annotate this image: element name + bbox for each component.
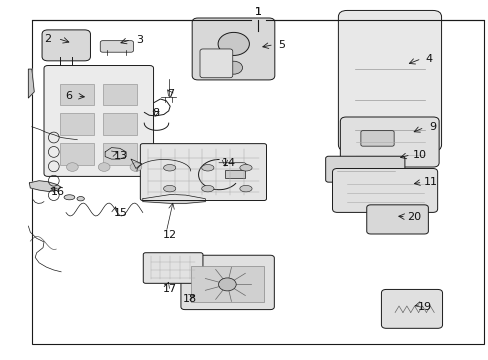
FancyBboxPatch shape xyxy=(143,253,203,283)
Text: 11: 11 xyxy=(424,177,437,187)
Text: 12: 12 xyxy=(163,230,177,240)
Bar xyxy=(60,143,94,165)
Ellipse shape xyxy=(163,165,176,171)
Text: 6: 6 xyxy=(65,91,72,101)
Polygon shape xyxy=(28,69,34,98)
Bar xyxy=(60,84,94,105)
Bar xyxy=(60,113,94,135)
Polygon shape xyxy=(142,194,205,203)
Bar xyxy=(103,84,137,105)
FancyBboxPatch shape xyxy=(360,131,393,146)
Text: 15: 15 xyxy=(114,208,128,218)
Bar xyxy=(190,266,264,302)
FancyBboxPatch shape xyxy=(44,66,153,176)
Ellipse shape xyxy=(201,185,214,192)
Text: 9: 9 xyxy=(428,122,435,132)
Polygon shape xyxy=(105,148,126,159)
Circle shape xyxy=(224,61,242,74)
Text: 2: 2 xyxy=(44,33,51,44)
FancyBboxPatch shape xyxy=(381,289,442,328)
Bar xyxy=(103,143,137,165)
Text: 3: 3 xyxy=(136,35,142,45)
Polygon shape xyxy=(131,159,142,168)
Circle shape xyxy=(218,278,236,291)
Text: 1: 1 xyxy=(254,7,261,17)
Circle shape xyxy=(98,163,110,171)
Text: 5: 5 xyxy=(278,40,285,50)
Bar xyxy=(103,113,137,135)
FancyBboxPatch shape xyxy=(181,255,274,310)
Circle shape xyxy=(218,32,249,55)
FancyBboxPatch shape xyxy=(325,156,404,182)
Ellipse shape xyxy=(239,165,252,171)
Text: 7: 7 xyxy=(166,89,173,99)
Circle shape xyxy=(130,163,142,171)
FancyBboxPatch shape xyxy=(200,49,232,78)
Bar xyxy=(224,170,244,178)
Text: 4: 4 xyxy=(425,54,432,64)
FancyBboxPatch shape xyxy=(338,10,441,151)
Circle shape xyxy=(66,163,78,171)
Text: 20: 20 xyxy=(407,212,421,222)
Text: 1: 1 xyxy=(254,7,261,17)
Text: 17: 17 xyxy=(163,284,177,294)
Ellipse shape xyxy=(77,197,84,201)
FancyBboxPatch shape xyxy=(100,41,133,52)
FancyBboxPatch shape xyxy=(340,117,438,167)
Text: 14: 14 xyxy=(222,158,235,168)
Text: 19: 19 xyxy=(417,302,430,312)
Text: 8: 8 xyxy=(152,108,159,118)
FancyBboxPatch shape xyxy=(366,205,427,234)
Polygon shape xyxy=(29,181,61,192)
FancyBboxPatch shape xyxy=(192,18,274,80)
FancyBboxPatch shape xyxy=(42,30,90,61)
Ellipse shape xyxy=(163,185,176,192)
FancyBboxPatch shape xyxy=(332,168,437,212)
Ellipse shape xyxy=(64,195,75,200)
Text: 18: 18 xyxy=(183,294,196,304)
Text: 10: 10 xyxy=(412,150,426,160)
Text: 16: 16 xyxy=(51,186,64,197)
Ellipse shape xyxy=(239,185,252,192)
Ellipse shape xyxy=(201,165,214,171)
Text: 13: 13 xyxy=(114,150,128,161)
FancyBboxPatch shape xyxy=(140,144,266,201)
